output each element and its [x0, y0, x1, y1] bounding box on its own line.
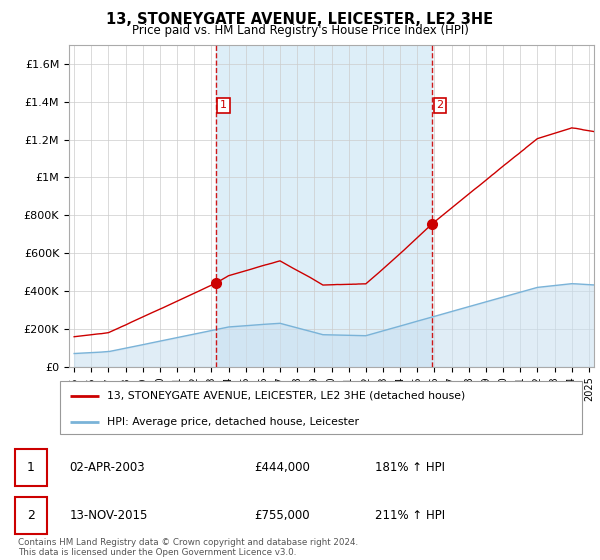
Text: 181% ↑ HPI: 181% ↑ HPI — [375, 461, 445, 474]
Text: 211% ↑ HPI: 211% ↑ HPI — [375, 509, 445, 522]
Text: 1: 1 — [27, 461, 35, 474]
Text: 13, STONEYGATE AVENUE, LEICESTER, LE2 3HE (detached house): 13, STONEYGATE AVENUE, LEICESTER, LE2 3H… — [107, 391, 465, 401]
FancyBboxPatch shape — [15, 497, 47, 534]
FancyBboxPatch shape — [60, 381, 582, 434]
Bar — [215, 45, 432, 367]
Text: 02-APR-2003: 02-APR-2003 — [70, 461, 145, 474]
Text: £755,000: £755,000 — [254, 509, 310, 522]
Text: 1: 1 — [220, 100, 227, 110]
Text: Contains HM Land Registry data © Crown copyright and database right 2024.
This d: Contains HM Land Registry data © Crown c… — [18, 538, 358, 557]
Text: Price paid vs. HM Land Registry's House Price Index (HPI): Price paid vs. HM Land Registry's House … — [131, 24, 469, 37]
Text: HPI: Average price, detached house, Leicester: HPI: Average price, detached house, Leic… — [107, 417, 359, 427]
Text: £444,000: £444,000 — [254, 461, 310, 474]
FancyBboxPatch shape — [15, 449, 47, 486]
Text: 2: 2 — [27, 509, 35, 522]
Text: 13-NOV-2015: 13-NOV-2015 — [70, 509, 148, 522]
Text: 13, STONEYGATE AVENUE, LEICESTER, LE2 3HE: 13, STONEYGATE AVENUE, LEICESTER, LE2 3H… — [106, 12, 494, 27]
Text: 2: 2 — [437, 100, 443, 110]
